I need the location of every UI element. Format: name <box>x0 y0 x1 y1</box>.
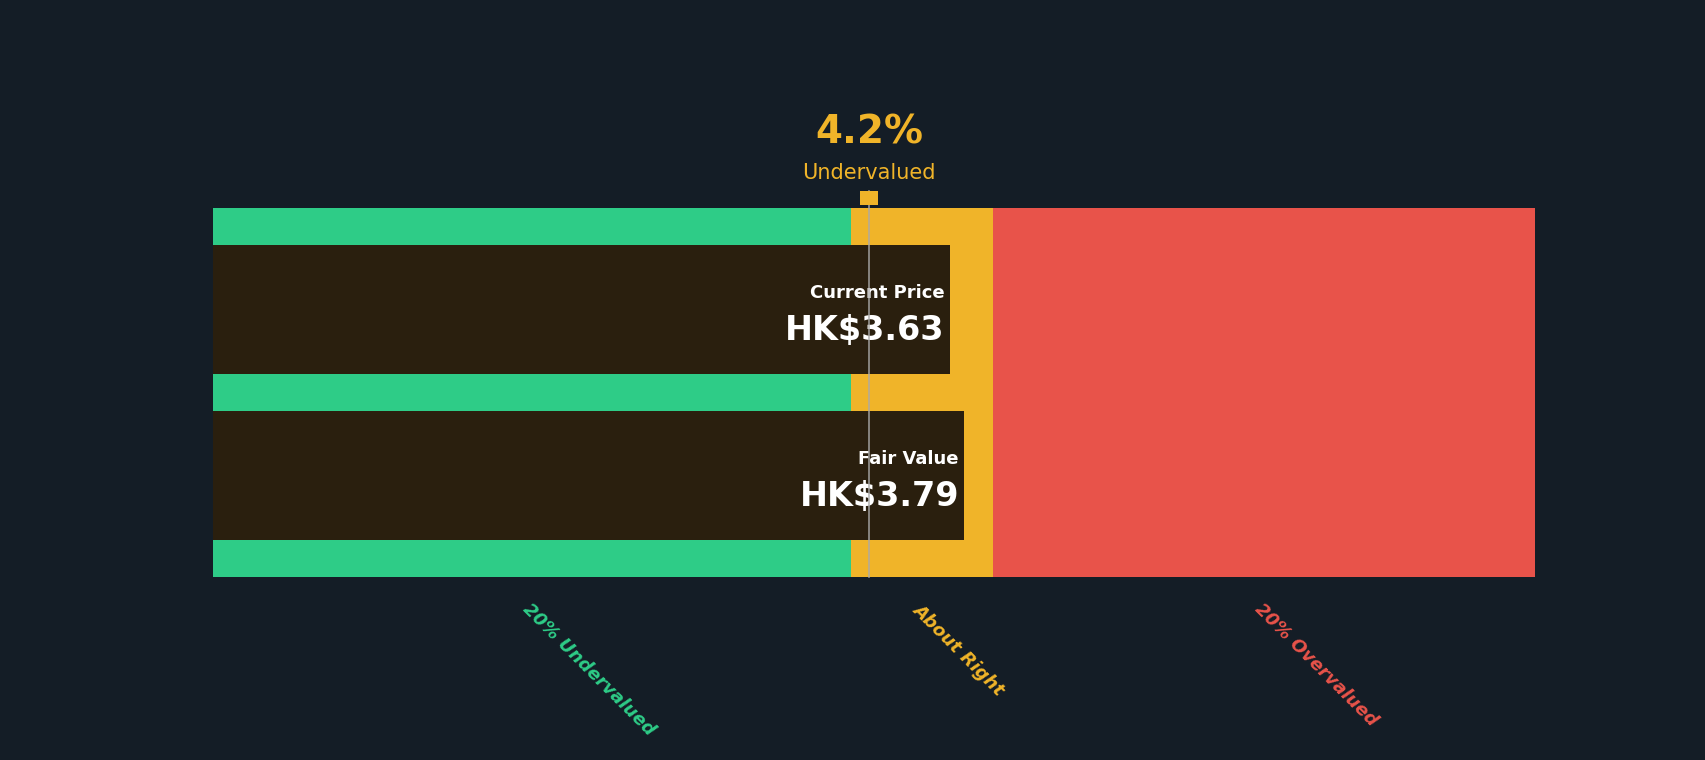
Text: About Right: About Right <box>909 600 1008 698</box>
Bar <box>213 411 851 540</box>
Bar <box>851 411 992 540</box>
Bar <box>213 540 851 577</box>
Bar <box>213 245 950 374</box>
Bar <box>213 208 851 245</box>
Text: Current Price: Current Price <box>810 284 945 302</box>
Bar <box>851 540 992 577</box>
Bar <box>992 540 1534 577</box>
Text: Undervalued: Undervalued <box>801 163 936 183</box>
Bar <box>213 374 851 411</box>
Bar <box>992 411 1534 540</box>
Text: 20% Overvalued: 20% Overvalued <box>1251 600 1381 730</box>
Bar <box>992 374 1534 411</box>
Bar <box>992 208 1534 245</box>
Text: 4.2%: 4.2% <box>815 113 922 151</box>
Text: Fair Value: Fair Value <box>858 450 958 468</box>
Bar <box>213 245 851 374</box>
Bar <box>851 374 992 411</box>
Bar <box>859 191 878 205</box>
Bar <box>992 245 1534 374</box>
Bar <box>851 208 992 245</box>
Bar <box>213 411 963 540</box>
Text: HK$3.63: HK$3.63 <box>784 314 945 347</box>
Text: HK$3.79: HK$3.79 <box>800 480 958 512</box>
Bar <box>851 245 992 374</box>
Text: 20% Undervalued: 20% Undervalued <box>518 600 658 739</box>
